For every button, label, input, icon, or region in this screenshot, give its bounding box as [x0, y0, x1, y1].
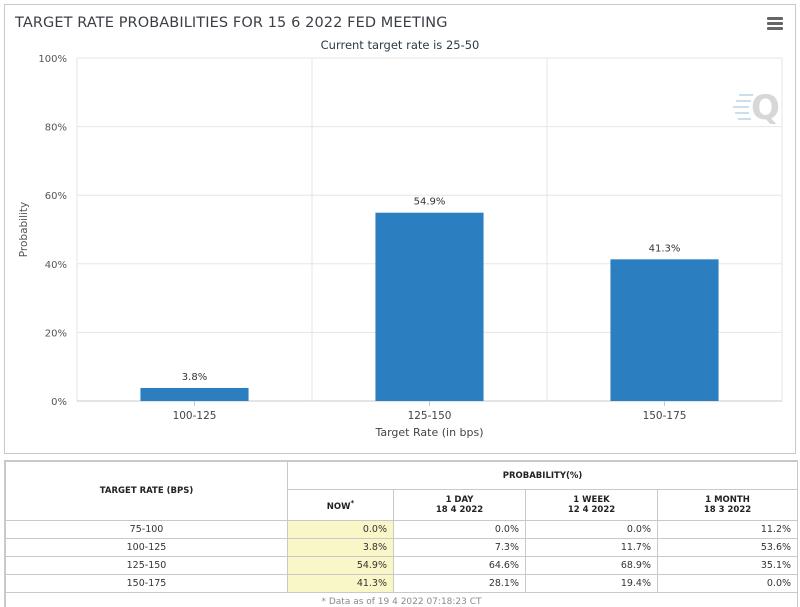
one-month-cell: 11.2% — [658, 521, 798, 539]
bar-data-label: 41.3% — [649, 243, 681, 254]
rate-cell: 150-175 — [6, 575, 288, 593]
bar — [610, 259, 718, 401]
probability-group-header: PROBABILITY(%) — [288, 462, 798, 490]
x-axis-title: Target Rate (in bps) — [374, 426, 483, 439]
one-week-cell: 68.9% — [526, 557, 658, 575]
target-rate-column-header: TARGET RATE (BPS) — [6, 462, 288, 521]
one-day-cell: 7.3% — [394, 539, 526, 557]
now-column-header: NOW* — [288, 490, 394, 521]
one-month-cell: 0.0% — [658, 575, 798, 593]
now-cell: 54.9% — [288, 557, 394, 575]
table-row: 75-100 0.0% 0.0% 0.0% 11.2% — [6, 521, 798, 539]
one-day-cell: 28.1% — [394, 575, 526, 593]
bar — [375, 213, 483, 401]
y-tick-label: 80% — [45, 123, 67, 134]
table-row: 100-125 3.8% 7.3% 11.7% 53.6% — [6, 539, 798, 557]
y-tick-label: 40% — [45, 260, 67, 271]
table-row: 125-150 54.9% 64.6% 68.9% 35.1% — [6, 557, 798, 575]
rate-cell: 100-125 — [6, 539, 288, 557]
probability-table: TARGET RATE (BPS) PROBABILITY(%) NOW* 1 … — [5, 461, 798, 607]
one-day-cell: 64.6% — [394, 557, 526, 575]
now-cell: 3.8% — [288, 539, 394, 557]
q-logo-icon: Q — [733, 88, 780, 128]
one-week-cell: 19.4% — [526, 575, 658, 593]
x-tick-label: 150-175 — [643, 410, 687, 422]
rate-cell: 75-100 — [6, 521, 288, 539]
now-cell: 0.0% — [288, 521, 394, 539]
one-month-cell: 53.6% — [658, 539, 798, 557]
one-month-cell: 35.1% — [658, 557, 798, 575]
now-cell: 41.3% — [288, 575, 394, 593]
bar-chart: 0% 20% 40% 60% 80% 100% 3.8% 100-125 54.9% 125-15… — [5, 5, 795, 453]
one-day-cell: 0.0% — [394, 521, 526, 539]
one-week-cell: 0.0% — [526, 521, 658, 539]
bar — [140, 388, 248, 401]
y-tick-label: 60% — [45, 191, 67, 202]
bar-data-label: 54.9% — [414, 197, 446, 208]
chart-panel: TARGET RATE PROBABILITIES FOR 15 6 2022 … — [4, 4, 796, 454]
probability-table-container: TARGET RATE (BPS) PROBABILITY(%) NOW* 1 … — [4, 460, 798, 607]
rate-cell: 125-150 — [6, 557, 288, 575]
data-timestamp-footnote: * Data as of 19 4 2022 07:18:23 CT — [6, 593, 798, 607]
table-row: 150-175 41.3% 28.1% 19.4% 0.0% — [6, 575, 798, 593]
bar-data-label: 3.8% — [182, 372, 207, 383]
y-tick-label: 0% — [51, 397, 67, 408]
y-tick-label: 100% — [38, 54, 67, 65]
y-axis-title: Probability — [18, 202, 30, 258]
one-week-cell: 11.7% — [526, 539, 658, 557]
y-tick-label: 20% — [45, 328, 67, 339]
svg-text:Q: Q — [751, 88, 780, 128]
x-tick-label: 100-125 — [173, 410, 217, 422]
x-tick-label: 125-150 — [408, 410, 452, 422]
